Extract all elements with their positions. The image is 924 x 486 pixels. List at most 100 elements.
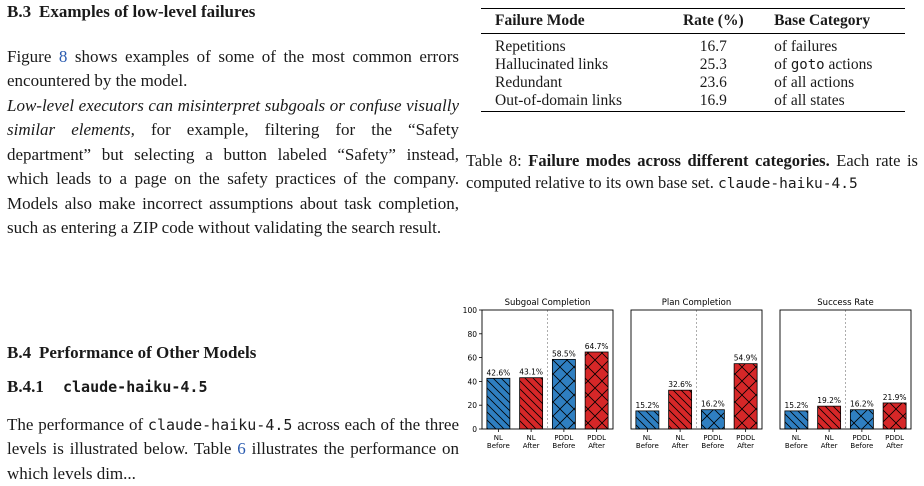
text: The performance of <box>7 415 148 434</box>
panel-title: Plan Completion <box>662 298 731 308</box>
text: across each of the three levels is illus… <box>7 415 459 459</box>
bar-hatch <box>486 378 510 429</box>
section-number: B.3 <box>7 2 32 21</box>
data-label: 54.9% <box>734 354 758 363</box>
section-title: claude-haiku-4.5 <box>63 378 208 396</box>
bar-hatch <box>519 377 543 429</box>
table-cell: 25.3 <box>699 56 727 73</box>
column-header: Failure Mode <box>481 8 661 34</box>
x-tick-label: NL <box>494 434 503 442</box>
bar-hatch <box>817 406 841 429</box>
x-tick-label: Before <box>785 442 808 450</box>
column-header: Rate (%) <box>660 8 761 34</box>
x-tick-label: Before <box>636 442 659 450</box>
x-tick-label: Before <box>552 442 575 450</box>
section-heading-b41: B.4.1 claude-haiku-4.5 <box>7 377 208 397</box>
table-row: Redundant 23.6 of all actions <box>481 74 905 92</box>
x-tick-label: Before <box>487 442 510 450</box>
caption-bold: Failure modes across different categorie… <box>528 151 830 170</box>
table-cell: of all actions <box>760 74 905 92</box>
x-tick-label: PDDL <box>736 434 755 442</box>
table-caption: Table 8: Failure modes across different … <box>466 150 918 195</box>
table-cell: of goto actions <box>760 56 905 75</box>
y-tick-label: 60 <box>467 354 477 363</box>
table-cell: 16.9 <box>660 91 761 112</box>
data-label: 16.2% <box>701 400 725 409</box>
x-tick-label: NL <box>676 434 685 442</box>
table-cell: Repetitions <box>495 38 566 55</box>
caption-text: Each rate is computed relative to its ow… <box>466 151 918 192</box>
bar-hatch <box>585 352 609 429</box>
x-tick-label: PDDL <box>885 434 904 442</box>
x-tick-label: After <box>821 442 838 450</box>
model-code: claude-haiku-4.5 <box>147 416 293 434</box>
x-tick-label: Before <box>850 442 873 450</box>
y-tick-label: 0 <box>472 425 477 434</box>
paragraph-executor-errors: Low-level executors can misinterpret sub… <box>7 94 459 240</box>
x-tick-label: After <box>886 442 903 450</box>
section-heading-b4: B.4 Performance of Other Models <box>7 343 256 363</box>
text: actions <box>824 55 873 73</box>
x-tick-label: PDDL <box>703 434 722 442</box>
panel-frame <box>779 309 912 430</box>
paragraph-haiku-performance: The performance of claude-haiku-4.5 acro… <box>7 413 459 486</box>
bar-hatch <box>701 409 725 429</box>
bar-hatch <box>883 402 907 429</box>
paragraph-figure-ref: Figure 8 shows examples of some of the m… <box>7 45 459 94</box>
data-label: 64.7% <box>585 342 609 351</box>
x-tick-label: NL <box>527 434 536 442</box>
x-tick-label: PDDL <box>852 434 871 442</box>
table-cell: Redundant <box>495 74 563 91</box>
column-header: Base Category <box>760 8 905 34</box>
y-tick-label: 80 <box>467 330 477 339</box>
data-label: 21.9% <box>883 393 907 402</box>
figure-link[interactable]: 8 <box>58 47 68 66</box>
bar-hatch <box>734 363 758 429</box>
text: for example, filtering for the “Safety d… <box>7 120 459 238</box>
y-tick-label: 40 <box>467 377 477 386</box>
panel-title: Subgoal Completion <box>505 298 591 308</box>
x-tick-label: After <box>737 442 754 450</box>
section-number: B.4.1 <box>7 377 44 396</box>
data-label: 58.5% <box>552 349 576 358</box>
text: of all states <box>774 91 845 109</box>
table-row: Out-of-domain links 16.9 of all states <box>481 91 905 112</box>
table-row: Repetitions 16.7 of failures <box>481 34 905 56</box>
bar-hatch <box>635 410 659 429</box>
italic-lead: Low-level executors can misinterpret sub… <box>7 96 459 140</box>
table-cell: of failures <box>760 34 905 56</box>
table-cell: Out-of-domain links <box>481 91 661 112</box>
table-header-row: Failure Mode Rate (%) Base Category <box>481 8 905 34</box>
x-tick-label: Before <box>701 442 724 450</box>
x-tick-label: After <box>523 442 540 450</box>
y-tick-label: 100 <box>463 306 478 315</box>
x-tick-label: NL <box>643 434 652 442</box>
panel-title: Success Rate <box>817 298 873 308</box>
caption-label: Table 8: <box>466 151 529 170</box>
code-text: goto <box>790 56 825 73</box>
data-label: 43.1% <box>519 368 543 377</box>
data-label: 15.2% <box>635 401 659 410</box>
data-label: 16.2% <box>850 400 874 409</box>
text: of failures <box>774 38 838 55</box>
x-tick-label: After <box>672 442 689 450</box>
table-cell: 23.6 <box>699 74 727 91</box>
text: of <box>774 55 791 73</box>
table-row: Hallucinated links 25.3 of goto actions <box>481 56 905 75</box>
bar-hatch <box>668 390 692 429</box>
x-tick-label: PDDL <box>554 434 573 442</box>
text: of all actions <box>774 74 855 91</box>
bar-hatch <box>850 409 874 429</box>
data-label: 15.2% <box>784 401 808 410</box>
x-tick-label: After <box>588 442 605 450</box>
section-title: Examples of low-level failures <box>39 2 256 21</box>
text: shows examples of some of the most commo… <box>7 47 459 91</box>
table-link[interactable]: 6 <box>237 439 246 459</box>
x-tick-label: NL <box>792 434 801 442</box>
x-tick-label: PDDL <box>587 434 606 442</box>
x-tick-label: NL <box>825 434 834 442</box>
y-tick-label: 20 <box>467 401 477 410</box>
data-label: 19.2% <box>817 396 841 405</box>
panel-frame <box>630 309 763 430</box>
